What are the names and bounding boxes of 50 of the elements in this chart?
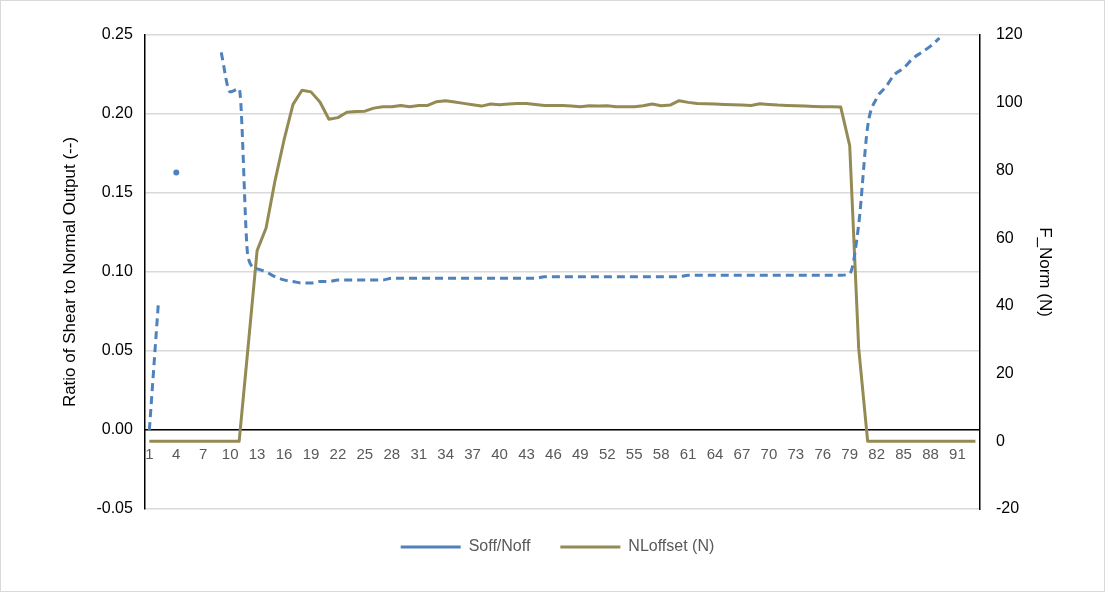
x-tick-label: 79	[841, 445, 859, 463]
y2-tick-label: 60	[995, 228, 1014, 246]
legend-label: NLoffset (N)	[628, 537, 715, 555]
x-tick-label: 37	[464, 445, 481, 463]
y-tick-label: 0.15	[101, 183, 133, 201]
y2-tick-label: 80	[995, 160, 1014, 178]
y2-tick-label: 0	[995, 431, 1005, 449]
y-tick-label: 0.05	[101, 341, 133, 359]
y-axis-title: Ratio of Shear to Normal Output (--)	[59, 136, 79, 408]
x-tick-label: 52	[598, 445, 616, 463]
x-tick-label: 58	[652, 445, 670, 463]
x-tick-label: 19	[302, 445, 320, 463]
x-tick-label: 10	[221, 445, 239, 463]
y-tick-label: 0.10	[101, 262, 133, 280]
y-tick-label: 0.00	[101, 420, 133, 438]
x-tick-label: 13	[248, 445, 266, 463]
x-tick-label: 1	[145, 445, 154, 463]
x-tick-label: 49	[572, 445, 589, 463]
x-tick-label: 40	[491, 445, 508, 463]
x-tick-label: 61	[679, 445, 697, 463]
x-tick-label: 88	[922, 445, 939, 463]
y2-tick-label: 120	[995, 25, 1023, 43]
x-tick-label: 73	[787, 445, 805, 463]
x-tick-label: 85	[895, 445, 912, 463]
y2-axis-title: F_Norm (N)	[1036, 227, 1056, 317]
y2-tick-label: 20	[995, 363, 1014, 381]
x-tick-label: 31	[410, 445, 428, 463]
x-tick-label: 7	[199, 445, 208, 463]
y-tick-label: 0.20	[101, 104, 133, 122]
y-tick-label: 0.25	[101, 25, 133, 43]
y-tick-label: -0.05	[96, 499, 133, 517]
x-tick-label: 16	[275, 445, 293, 463]
x-tick-label: 43	[518, 445, 535, 463]
x-tick-label: 28	[383, 445, 401, 463]
x-tick-label: 91	[949, 445, 966, 463]
x-tick-label: 64	[706, 445, 724, 463]
x-tick-label: 46	[545, 445, 562, 463]
x-tick-label: 25	[356, 445, 374, 463]
x-tick-label: 34	[437, 445, 455, 463]
x-tick-label: 67	[733, 445, 751, 463]
y2-tick-label: 40	[995, 296, 1014, 314]
x-tick-label: 70	[760, 445, 778, 463]
x-tick-label: 22	[329, 445, 347, 463]
x-tick-label: 76	[814, 445, 832, 463]
x-tick-label: 55	[625, 445, 643, 463]
legend-label: Soff/Noff	[468, 537, 531, 555]
x-tick-label: 82	[868, 445, 885, 463]
x-tick-label: 4	[172, 445, 181, 463]
y2-tick-label: 100	[995, 93, 1023, 111]
y2-tick-label: -20	[995, 499, 1020, 517]
